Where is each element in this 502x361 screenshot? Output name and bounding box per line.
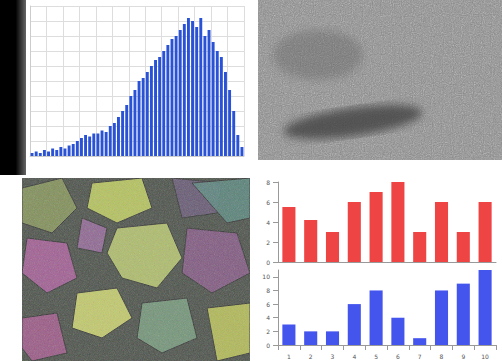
svg-text:3: 3 xyxy=(331,353,335,360)
svg-text:8: 8 xyxy=(266,287,270,294)
svg-text:4: 4 xyxy=(266,314,270,321)
svg-text:6: 6 xyxy=(266,199,270,206)
svg-text:2: 2 xyxy=(266,239,270,246)
svg-text:9: 9 xyxy=(461,353,465,360)
svg-text:2: 2 xyxy=(309,353,313,360)
svg-text:4: 4 xyxy=(352,353,356,360)
svg-text:6: 6 xyxy=(396,353,400,360)
svg-text:8: 8 xyxy=(266,179,270,186)
svg-text:6: 6 xyxy=(266,301,270,308)
svg-text:4: 4 xyxy=(266,219,270,226)
svg-text:10: 10 xyxy=(262,273,270,280)
svg-text:7: 7 xyxy=(418,353,422,360)
svg-text:1: 1 xyxy=(287,353,291,360)
svg-text:0: 0 xyxy=(266,259,270,266)
svg-text:0: 0 xyxy=(266,342,270,349)
svg-text:10: 10 xyxy=(481,353,489,360)
svg-text:8: 8 xyxy=(440,353,444,360)
svg-text:5: 5 xyxy=(374,353,378,360)
svg-text:2: 2 xyxy=(266,328,270,335)
